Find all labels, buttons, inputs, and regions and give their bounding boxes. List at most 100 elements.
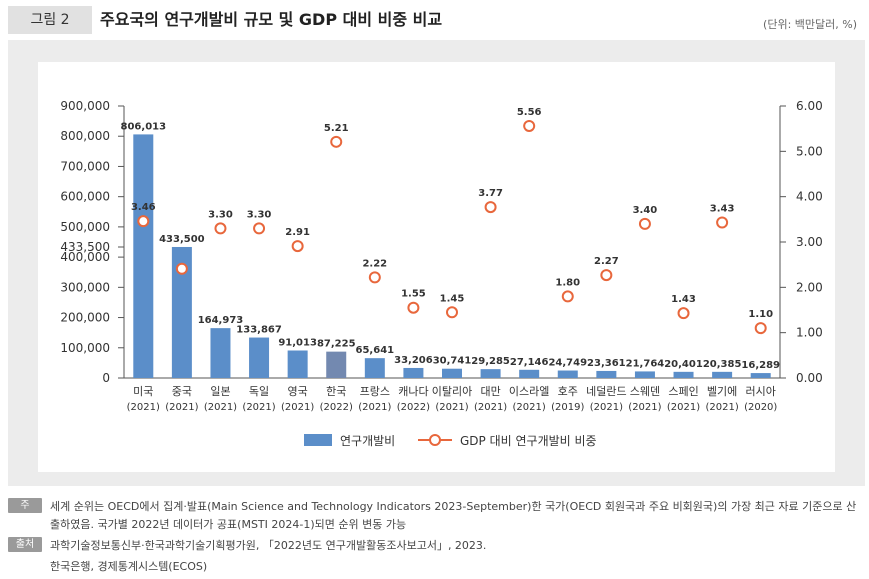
ratio-point [523,119,536,132]
source-tag: 출처 [8,537,42,552]
bar-value-label: 20,385 [703,359,742,370]
left-axis-tick-label: 900,000 [60,99,110,113]
x-tick-year-label: (2021) [165,402,198,413]
x-tick-label: 영국 [288,385,308,398]
legend-bar-swatch [304,434,332,446]
left-axis-tick-label: 600,000 [60,190,110,204]
x-tick-label: 이스라엘 [509,385,549,398]
ratio-value-label: 5.21 [324,123,349,134]
x-tick-label: 대만 [480,385,500,398]
source-text: 과학기술정보통신부·한국과학기술기획평가원, 「2022년도 연구개발활동조사보… [50,539,487,552]
bar [287,350,308,378]
bar-value-label: 91,013 [278,337,317,348]
bar [326,351,347,378]
bar [750,373,771,378]
x-tick-label: 중국 [172,385,192,398]
x-tick-year-label: (2021) [628,402,661,413]
bar [557,370,578,378]
bar-value-label: 133,867 [236,325,282,336]
legend-point-swatch [429,434,441,446]
right-axis-tick-label: 4.00 [796,190,823,204]
source-text-2: 한국은행, 경제통계시스템(ECOS) [50,560,208,573]
x-tick-year-label: (2021) [127,402,160,413]
x-tick-year-label: (2021) [474,402,507,413]
source-row-2: 한국은행, 경제통계시스템(ECOS) [8,558,865,576]
ratio-point [137,215,150,228]
bar-value-label: 33,206 [394,355,433,366]
ratio-point [407,301,420,314]
figure-label: 그림 2 [8,6,92,34]
ratio-value-label: 3.30 [247,209,272,220]
x-tick-year-label: (2021) [667,402,700,413]
bar-value-label: 27,146 [510,357,549,368]
x-tick-year-label: (2021) [590,402,623,413]
right-axis-tick-label: 1.00 [796,326,823,340]
ratio-value-label: 3.46 [131,202,156,213]
bar [364,358,385,378]
ratio-value-label: 3.40 [633,205,658,216]
note-row: 주 세계 순위는 OECD에서 집계·발표(Main Science and T… [8,498,865,534]
x-tick-label: 스페인 [668,385,698,398]
x-tick-label: 미국 [133,385,153,398]
ratio-value-label: 1.10 [748,309,773,320]
bar-value-label: 806,013 [121,121,167,132]
bar [634,371,655,378]
bar [673,371,694,378]
left-axis-tick-label: 100,000 [60,341,110,355]
ratio-value-label: 3.43 [710,204,735,215]
bar-value-label: 24,749 [548,358,587,369]
ratio-value-label: 1.55 [401,289,426,300]
notes-section: 주 세계 순위는 OECD에서 집계·발표(Main Science and T… [8,498,865,579]
ratio-value-label: 2.91 [285,227,310,238]
x-tick-label: 일본 [210,384,230,398]
ratio-point [638,217,651,230]
note-text: 세계 순위는 OECD에서 집계·발표(Main Science and Tec… [50,500,857,531]
bar [442,368,462,378]
x-tick-label: 호주 [558,385,578,398]
legend-bar-label: 연구개발비 [340,434,395,448]
ratio-value-label: 3.30 [208,209,233,220]
x-tick-label: 캐나다 [398,385,428,398]
left-axis-tick-label: 700,000 [60,159,110,173]
ratio-point [484,201,497,214]
x-tick-year-label: (2021) [513,402,546,413]
right-axis-tick-label: 6.00 [796,99,823,113]
unit-label: (단위: 백만달러, %) [763,18,857,31]
right-axis-tick-label: 2.00 [796,280,823,294]
x-tick-label: 네덜란드 [586,385,626,398]
x-tick-year-label: (2022) [397,402,430,413]
ratio-point [330,135,343,148]
chart-panel: 0 100,000 200,000 300,000 400,000 433,500 500,… [8,40,865,486]
bar-value-label: 29,285 [471,356,510,367]
x-tick-year-label: (2021) [705,402,738,413]
bar [210,328,231,378]
ratio-point [175,262,188,275]
x-tick-year-label: (2021) [435,402,468,413]
bar-value-label: 20,401 [664,359,703,370]
source-row: 출처 과학기술정보통신부·한국과학기술기획평가원, 「2022년도 연구개발활동… [8,537,865,555]
ratio-value-label: 1.43 [671,294,696,305]
figure-header: 그림 2 주요국의 연구개발비 규모 및 GDP 대비 비중 비교 (단위: 백… [0,0,869,40]
bar [519,369,540,378]
figure-title: 주요국의 연구개발비 규모 및 GDP 대비 비중 비교 [100,10,443,29]
left-axis-tick-label: 400,000 [60,250,110,264]
ratio-point [214,222,227,235]
chart-area: 0 100,000 200,000 300,000 400,000 433,500 500,… [38,62,835,472]
x-tick-label: 스웨덴 [630,385,660,398]
x-tick-label: 이탈리아 [432,385,472,398]
x-tick-label: 독일 [249,384,269,398]
right-axis-tick-label: 3.00 [796,235,823,249]
ratio-value-label: 3.77 [478,188,503,199]
right-axis-tick-label: 5.00 [796,144,823,158]
x-tick-label: 한국 [326,385,346,398]
ratio-value-label: 1.80 [555,277,580,288]
chart-svg: 0100,000200,000300,000400,000433,500500,… [60,99,823,448]
bar-value-label: 23,361 [587,358,626,369]
ratio-point [600,269,613,282]
x-tick-year-label: (2019) [551,402,584,413]
x-tick-year-label: (2021) [242,402,275,413]
bar-value-label: 16,289 [741,360,780,371]
ratio-point [716,216,729,229]
bar [249,337,270,378]
bar-value-label: 87,225 [317,339,356,350]
